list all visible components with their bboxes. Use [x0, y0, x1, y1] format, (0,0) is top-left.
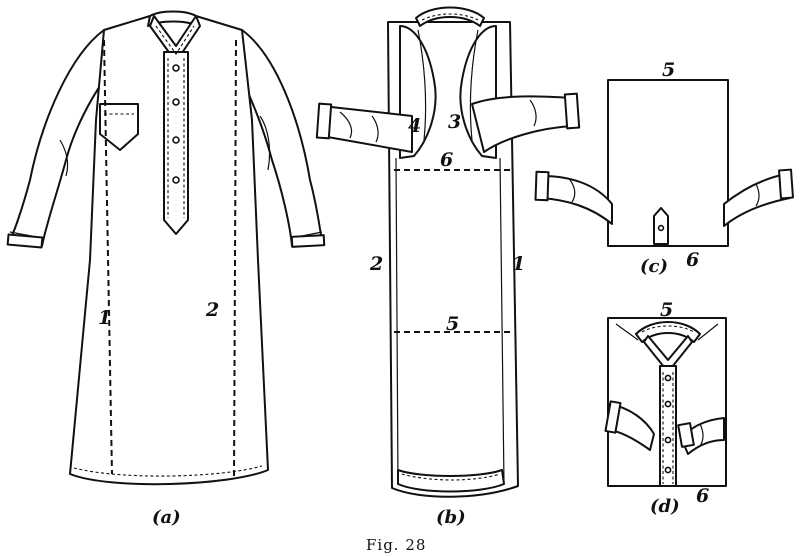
panel-b-garment — [315, 6, 581, 498]
panel-a-garment — [6, 10, 326, 486]
panel-d-fold-label-5: 5 — [660, 299, 673, 321]
panel-c-garment — [534, 79, 794, 247]
panel-c-fold-label-6: 6 — [686, 249, 699, 271]
panel-c-fold-label-5: 5 — [662, 59, 675, 81]
panel-b-fold-label-6: 6 — [440, 149, 453, 171]
figure-caption: Fig. 28 — [366, 536, 426, 554]
panel-a-fold-label-1: 1 — [98, 307, 111, 329]
panel-b-fold-label-2: 2 — [369, 253, 383, 275]
panel-d-label: (d) — [650, 496, 680, 517]
panel-c-label: (c) — [640, 256, 668, 277]
panel-b-label: (b) — [436, 507, 466, 528]
panel-d-fold-label-6: 6 — [696, 485, 709, 507]
panel-a-label: (a) — [152, 507, 181, 528]
panel-b-fold-label-4: 4 — [408, 115, 421, 137]
panel-d-garment — [604, 317, 727, 487]
panel-b-fold-label-5: 5 — [446, 313, 459, 335]
panel-b-fold-label-3: 3 — [448, 111, 461, 133]
panel-b-fold-label-1: 1 — [512, 253, 525, 275]
panel-a-fold-label-2: 2 — [205, 299, 219, 321]
